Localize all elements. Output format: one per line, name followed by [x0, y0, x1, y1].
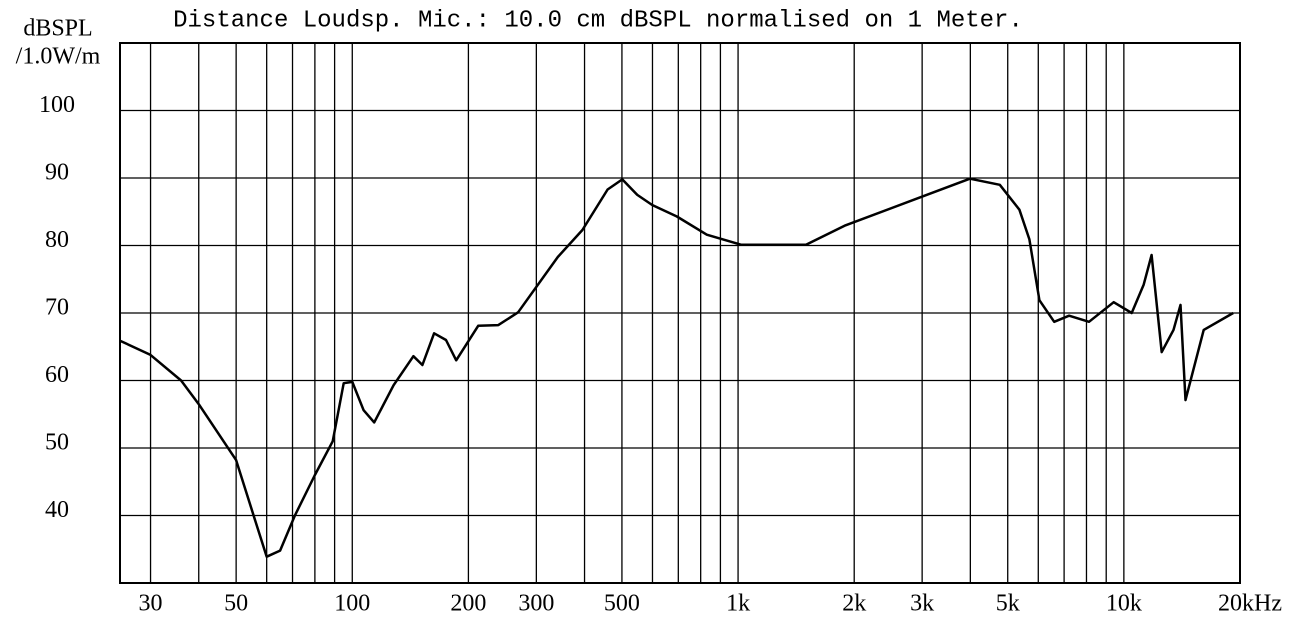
x-tick-label: 50	[224, 591, 248, 617]
y-tick-label: 80	[45, 227, 69, 253]
y-axis-label: /1.0W/m	[16, 44, 101, 70]
x-tick-label: 200	[450, 591, 486, 617]
x-tick-label: 1k	[726, 591, 750, 617]
y-tick-label: 60	[45, 362, 69, 388]
chart-title: Distance Loudsp. Mic.: 10.0 cm dBSPL nor…	[173, 7, 1023, 34]
y-tick-label: 90	[45, 160, 69, 186]
x-tick-label: 500	[604, 591, 640, 617]
y-tick-label: 50	[45, 430, 69, 456]
y-tick-label: 40	[45, 497, 69, 523]
x-tick-label: 5k	[996, 591, 1020, 617]
x-tick-label: 3k	[910, 591, 934, 617]
x-tick-label: 30	[139, 591, 163, 617]
y-tick-label: 100	[39, 92, 75, 118]
x-tick-label: 2k	[842, 591, 866, 617]
x-tick-label: 10k	[1106, 591, 1142, 617]
y-tick-label: 70	[45, 295, 69, 321]
response-curve	[119, 177, 1234, 558]
x-tick-label: 300	[518, 591, 554, 617]
x-tick-label: 20kHz	[1218, 591, 1282, 617]
y-axis-label: dBSPL	[23, 16, 92, 42]
x-tick-label: 100	[334, 591, 370, 617]
